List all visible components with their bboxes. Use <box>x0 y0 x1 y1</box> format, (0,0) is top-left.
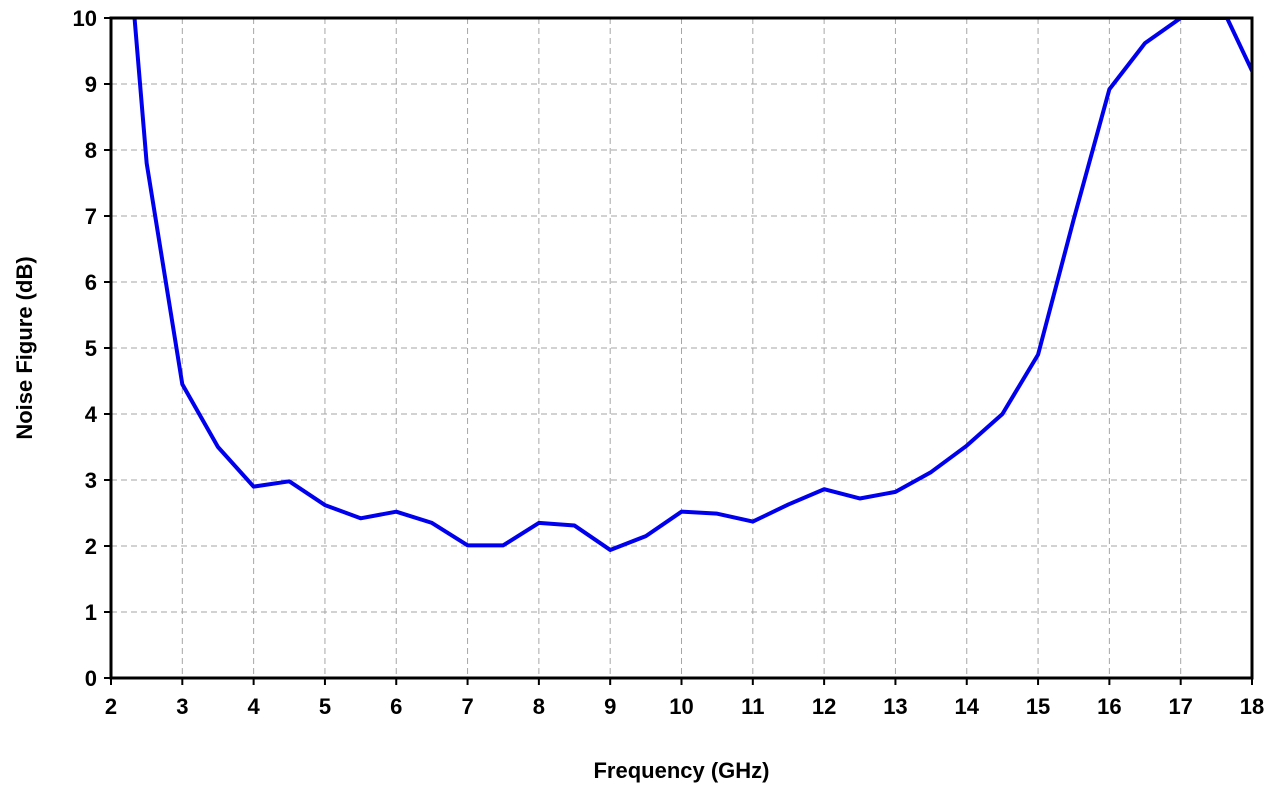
y-tick-label: 4 <box>85 402 98 427</box>
y-tick-label: 9 <box>85 72 97 97</box>
y-tick-label: 8 <box>85 138 97 163</box>
noise-figure-line <box>132 18 1252 552</box>
tick-marks <box>104 17 1253 685</box>
x-tick-label: 16 <box>1097 694 1121 719</box>
x-tick-label: 8 <box>533 694 545 719</box>
x-tick-label: 17 <box>1168 694 1192 719</box>
x-tick-label: 2 <box>105 694 117 719</box>
y-tick-label: 0 <box>85 666 97 691</box>
x-axis-title: Frequency (GHz) <box>593 758 769 783</box>
x-tick-label: 13 <box>883 694 907 719</box>
series-layer <box>132 18 1252 552</box>
x-tick-label: 11 <box>741 694 764 719</box>
y-tick-label: 5 <box>85 336 97 361</box>
x-tick-label: 6 <box>390 694 402 719</box>
y-tick-label: 10 <box>73 6 97 31</box>
x-tick-label: 14 <box>955 694 980 719</box>
y-tick-label: 3 <box>85 468 97 493</box>
x-tick-label: 5 <box>319 694 331 719</box>
y-tick-label: 1 <box>85 600 97 625</box>
y-tick-label: 7 <box>85 204 97 229</box>
x-tick-label: 7 <box>461 694 473 719</box>
x-tick-label: 3 <box>176 694 188 719</box>
y-tick-labels: 0 1 2 3 4 5 6 7 8 9 10 <box>73 6 98 691</box>
x-tick-label: 4 <box>248 694 261 719</box>
x-tick-label: 15 <box>1026 694 1050 719</box>
x-tick-label: 12 <box>812 694 836 719</box>
grid-lines <box>111 18 1252 678</box>
y-tick-label: 6 <box>85 270 97 295</box>
y-axis-title: Noise Figure (dB) <box>12 256 37 439</box>
x-tick-label: 9 <box>604 694 616 719</box>
y-tick-label: 2 <box>85 534 97 559</box>
x-tick-labels: 2 3 4 5 6 7 8 9 10 11 12 13 14 15 16 17 18 <box>105 694 1264 719</box>
x-tick-label: 18 <box>1240 694 1264 719</box>
x-tick-label: 10 <box>669 694 693 719</box>
